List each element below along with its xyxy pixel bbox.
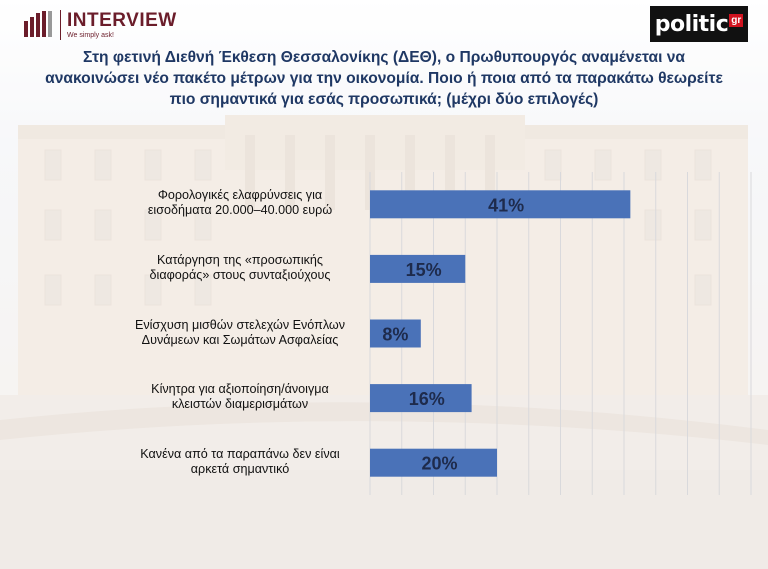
category-label-line: Κανένα από τα παραπάνω δεν είναι xyxy=(140,446,340,461)
interview-logo: INTERVIEW We simply ask! xyxy=(22,8,177,42)
category-label: Κατάργηση της «προσωπικής διαφοράς» στους… xyxy=(125,253,355,283)
category-label-line: διαφοράς» στους συνταξιούχους xyxy=(149,267,331,282)
category-label-line: Φορολογικές ελαφρύνσεις για xyxy=(157,188,323,203)
category-label-line: Κίνητρα για αξιοποίηση/άνοιγμα xyxy=(151,382,329,397)
bar-value-label: 15% xyxy=(406,260,442,280)
politic-brand-text: politic xyxy=(654,11,729,37)
bar xyxy=(370,384,472,413)
category-label: Κανένα από τα παραπάνω δεν είναι αρκετά σ… xyxy=(125,447,355,477)
category-label: Κίνητρα για αξιοποίηση/άνοιγμα κλειστών δ… xyxy=(125,382,355,412)
category-label-line: αρκετά σημαντικό xyxy=(190,461,290,476)
category-label: Ενίσχυση μισθών στελεχών Ενόπλων Δυνάμεων… xyxy=(125,318,355,348)
bar-value-label: 20% xyxy=(421,454,457,474)
bar-value-label: 41% xyxy=(488,195,524,215)
bar-value-label: 16% xyxy=(409,389,445,409)
interview-tagline: We simply ask! xyxy=(67,31,114,39)
category-label-line: εισοδήματα 20.000–40.000 ευρώ xyxy=(147,203,333,218)
category-label-line: Κατάργηση της «προσωπικής xyxy=(156,252,324,267)
bar xyxy=(370,448,497,477)
interview-logo-divider xyxy=(60,10,61,40)
category-label-line: κλειστών διαμερισμάτων xyxy=(171,397,309,412)
interview-brand-text: INTERVIEW xyxy=(67,9,177,31)
survey-question: Στη φετινή Διεθνή Έκθεση Θεσσαλονίκης (Δ… xyxy=(45,49,723,108)
bar xyxy=(370,319,421,348)
category-label-line: Ενίσχυση μισθών στελεχών Ενόπλων xyxy=(134,317,346,332)
bar xyxy=(370,254,466,283)
bar xyxy=(370,190,631,219)
bar-value-label: 8% xyxy=(382,325,408,345)
politic-suffix: gr xyxy=(729,13,744,27)
interview-logo-icon xyxy=(22,9,54,41)
politic-logo: politic gr xyxy=(650,6,748,42)
category-label-line: Δυνάμεων και Σωμάτων Ασφαλείας xyxy=(141,332,339,347)
category-label: Φορολογικές ελαφρύνσεις για εισοδήματα 20… xyxy=(125,188,355,218)
